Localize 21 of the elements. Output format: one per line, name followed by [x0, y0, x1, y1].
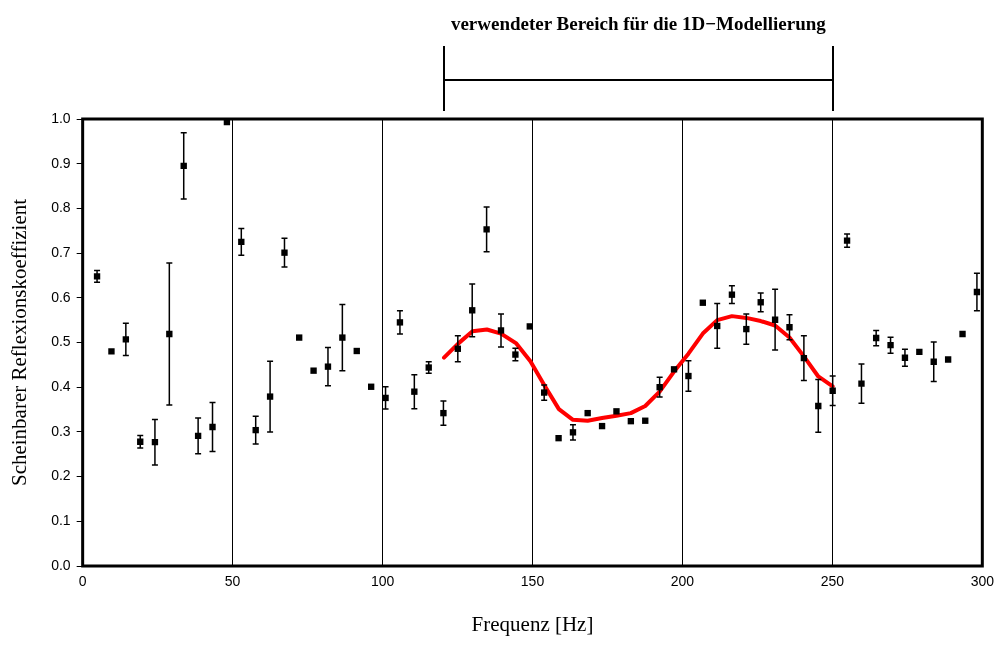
x-tick-label: 150 [520, 573, 545, 590]
y-tick-label: 1.0 [51, 109, 71, 126]
y-tick-label: 0.7 [51, 243, 71, 260]
y-axis-title: Scheinbarer Reflexionskoeffizient [7, 198, 32, 487]
x-tick-label: 300 [970, 573, 995, 590]
y-tick-label: 0.3 [51, 422, 71, 439]
x-tick-label: 0 [78, 573, 87, 590]
x-tick-label: 250 [820, 573, 845, 590]
x-tick-label: 50 [224, 573, 241, 590]
y-tick-label: 0.9 [51, 154, 71, 171]
y-tick-label: 0.4 [51, 378, 71, 395]
y-tick-label: 0.8 [51, 199, 71, 216]
y-tick-label: 0.2 [51, 467, 71, 484]
x-tick-label: 200 [670, 573, 695, 590]
x-tick-label: 100 [370, 573, 395, 590]
y-tick-label: 0.0 [51, 556, 71, 573]
text: verwendeter Bereich für die 1D−Modellierung [450, 12, 827, 34]
y-tick-label: 0.6 [51, 288, 71, 305]
y-tick-label: 0.1 [51, 512, 71, 529]
y-tick-label: 0.5 [51, 333, 71, 350]
x-axis-title: Frequenz [Hz] [471, 611, 594, 636]
